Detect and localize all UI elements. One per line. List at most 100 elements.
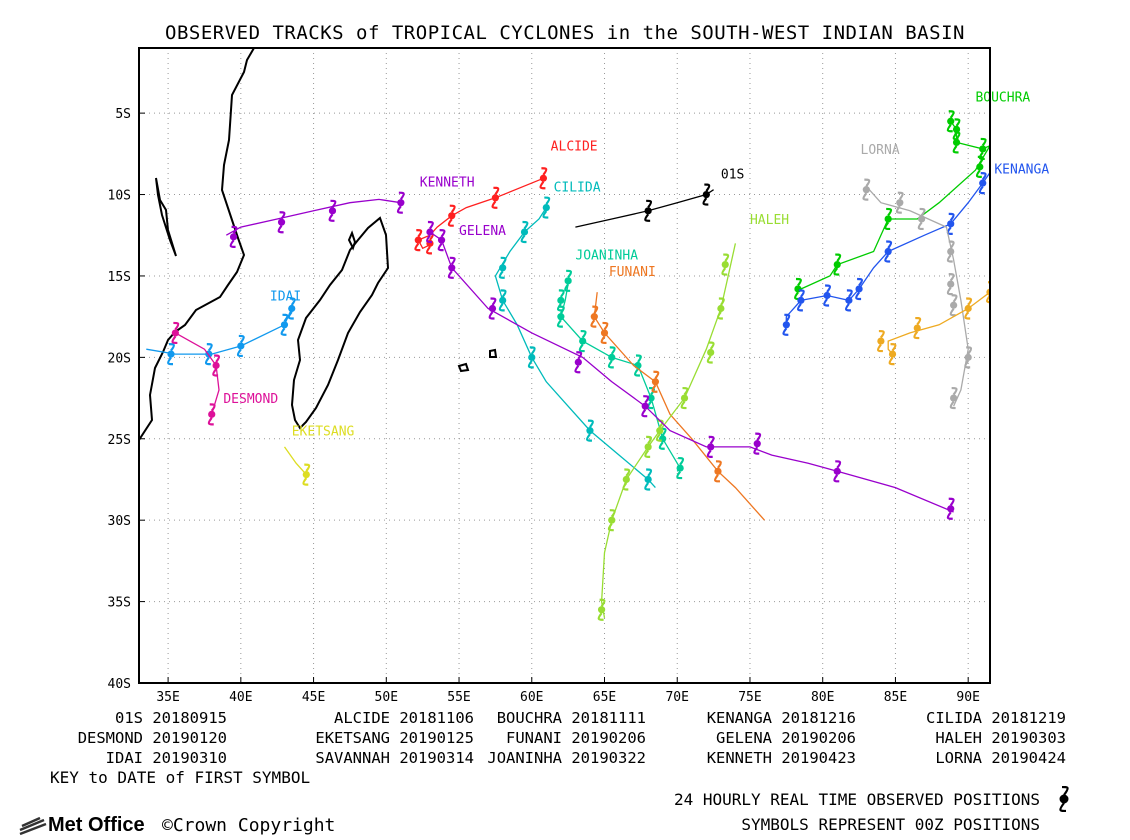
cyclone-icon <box>328 199 337 222</box>
logo-text: Met Office <box>48 814 145 836</box>
mauritius-coastline <box>489 348 498 358</box>
key-entry: DESMOND 20190120 <box>77 729 227 747</box>
africa-coastline <box>139 48 255 441</box>
key-entry: 01S 20180915 <box>115 709 227 727</box>
storm-track-gelena <box>429 231 954 513</box>
cyclone-icon <box>946 110 955 133</box>
cyclone-icon <box>600 321 609 345</box>
storm-track-funani <box>593 292 765 521</box>
cyclone-icon <box>607 346 616 369</box>
cyclone-icon <box>876 329 885 353</box>
cyclone-icon <box>414 229 423 252</box>
cyclone-icon <box>895 191 904 214</box>
key-entry: ALCIDE 20181106 <box>334 709 474 727</box>
cyclone-icon <box>622 468 631 491</box>
storm-track-desmond <box>175 332 220 415</box>
storm-labels: 01S ALCIDE BOUCHRA KENANGA CILIDA JOANINHAFUN… <box>223 91 1049 440</box>
storm-label-gelena: GELENA <box>459 224 506 239</box>
cyclone-icon <box>702 183 711 206</box>
x-tick-label: 35E <box>156 690 179 705</box>
storm-label-cilida: CILIDA <box>554 180 601 195</box>
y-tick-label: 40S <box>108 677 131 692</box>
cyclone-tracks <box>146 110 990 621</box>
x-tick-label: 55E <box>447 690 470 705</box>
cyclone-icon <box>855 277 864 301</box>
cyclone-icon <box>542 196 551 219</box>
cyclone-icon <box>782 313 791 336</box>
storm-label-01s: 01S <box>721 167 744 182</box>
cyclone-icon <box>167 343 175 366</box>
y-tick-label: 10S <box>108 189 131 204</box>
cyclone-icon <box>564 269 573 292</box>
cyclone-icon <box>644 435 653 459</box>
key-entry: SAVANNAH 20190314 <box>315 749 474 767</box>
comoros-coastline <box>347 230 357 251</box>
storm-label-kenanga: KENANGA <box>994 162 1049 177</box>
key-entry: GELENA 20190206 <box>716 729 856 747</box>
cyclone-icon <box>651 370 660 393</box>
cyclone-icon <box>607 509 616 532</box>
cyclone-icon <box>539 167 548 190</box>
storm-label-desmond: DESMOND <box>223 392 278 407</box>
y-tick-label: 35S <box>108 596 131 611</box>
storm-track-lorna <box>865 185 969 407</box>
storm-track-kenneth <box>225 198 401 236</box>
cyclone-icon <box>716 297 725 320</box>
cyclone-icon <box>302 463 311 486</box>
cyclone-icon <box>597 598 606 621</box>
cyclone-icon <box>844 289 853 312</box>
reunion-coastline <box>457 362 470 373</box>
cyclone-icon <box>946 212 955 235</box>
key-label: KEY to DATE of FIRST SYMBOL <box>50 768 311 787</box>
cyclone-icon <box>498 289 507 312</box>
y-tick-label: 5S <box>115 107 131 122</box>
cyclone-icon <box>171 321 180 345</box>
x-tick-label: 70E <box>665 690 688 705</box>
cyclone-icon <box>706 341 715 364</box>
storm-track-cilida <box>494 207 656 489</box>
key-entry: LORNA 20190424 <box>935 749 1066 767</box>
coastlines <box>139 48 498 441</box>
cyclone-icon <box>280 313 289 336</box>
cyclone-icon <box>447 204 456 227</box>
cyclone-icon <box>644 468 653 491</box>
key-entry: CILIDA 20181219 <box>926 709 1066 727</box>
cyclone-icon <box>884 240 893 263</box>
cyclone-icon <box>714 460 722 483</box>
cyclone-icon <box>978 172 987 195</box>
map-grid <box>139 48 990 683</box>
cyclone-icon <box>277 211 286 234</box>
storm-track-haleh <box>600 243 737 619</box>
cyclone-icon <box>527 346 536 369</box>
storm-label-funani: FUNANI <box>609 265 656 280</box>
cyclone-icon <box>212 354 221 377</box>
storm-label-alcide: ALCIDE <box>551 140 598 155</box>
zanzibar-coastline <box>155 177 177 257</box>
met-office-logo-icon <box>19 816 47 835</box>
cyclone-icon <box>823 284 832 307</box>
cyclone-icon <box>488 297 497 320</box>
cyclone-icon <box>913 316 922 340</box>
storm-label-joaninha: JOANINHA <box>575 249 638 264</box>
cyclone-icon <box>236 334 245 358</box>
cyclone-icon <box>396 191 405 214</box>
storm-label-lorna: LORNA <box>861 143 900 158</box>
cyclone-icon <box>833 253 842 276</box>
cyclone-icon <box>498 256 507 279</box>
x-tick-label: 80E <box>811 690 834 705</box>
storm-label-bouchra: BOUCHRA <box>975 91 1030 106</box>
cyclone-icon <box>964 297 973 320</box>
key-entry: IDAI 20190310 <box>105 749 227 767</box>
key-entry: JOANINHA 20190322 <box>487 749 646 767</box>
y-tick-label: 20S <box>108 351 131 366</box>
cyclone-icon <box>644 199 653 222</box>
cyclone-icon <box>1059 786 1069 812</box>
cyclone-icon <box>229 225 238 248</box>
footer-line-2: SYMBOLS REPRESENT 00Z POSITIONS <box>741 815 1040 834</box>
storm-track-savannah <box>887 291 990 355</box>
cyclone-icon <box>946 272 955 296</box>
cyclone-icon <box>706 435 715 459</box>
cyclone-icon <box>949 386 958 410</box>
cyclone-icon <box>520 220 529 244</box>
copyright: ©Crown Copyright <box>162 815 336 836</box>
